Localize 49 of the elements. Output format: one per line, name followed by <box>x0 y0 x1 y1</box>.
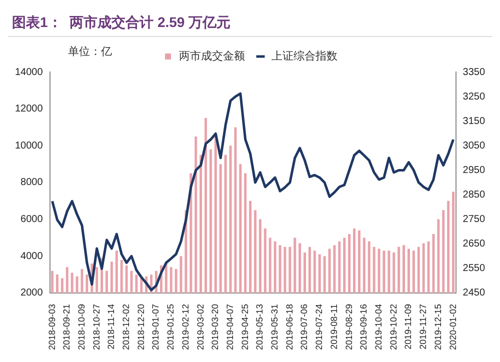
x-tick-label: 2019-05-13 <box>254 304 265 350</box>
x-tick-label: 2019-08-11 <box>328 304 339 350</box>
y2-tick-label: 2750 <box>462 214 486 226</box>
x-tick-label: 2019-01-25 <box>166 304 176 350</box>
y-axis-title: 单位：亿 <box>68 44 112 59</box>
x-tick-label: 2018-10-27 <box>91 304 102 350</box>
y2-tick-label: 2650 <box>462 238 486 250</box>
y-tick-label: 12000 <box>14 104 44 115</box>
x-tick-label: 2018-11-14 <box>106 304 116 350</box>
y2-tick-label: 2450 <box>462 288 486 299</box>
legend-label: 两市成交金额 <box>179 49 245 62</box>
legend-label: 上证综合指数 <box>272 49 338 62</box>
x-tick-label: 2018-12-20 <box>136 304 146 350</box>
x-tick-label: 2019-03-20 <box>210 304 220 350</box>
x-tick-label: 2019-06-18 <box>284 304 294 350</box>
x-tick-label: 2019-07-24 <box>314 304 324 350</box>
x-tick-label: 2019-04-25 <box>240 304 250 350</box>
x-tick-label: 2019-05-31 <box>270 304 280 350</box>
x-tick-label: 2018-10-09 <box>76 304 86 350</box>
x-tick-label: 2019-01-07 <box>150 304 161 350</box>
y-tick-label: 2000 <box>20 288 44 299</box>
y2-tick-label: 3350 <box>462 66 486 78</box>
x-tick-label: 2019-12-15 <box>432 304 443 350</box>
x-tick-label: 2018-09-03 <box>46 304 57 350</box>
x-tick-label: 2019-11-27 <box>418 304 428 350</box>
x-tick-label: 2019-09-16 <box>358 304 369 350</box>
x-tick-label: 2020-01-02 <box>448 304 458 350</box>
y2-tick-label: 2550 <box>462 263 486 274</box>
x-tick-label: 2019-10-04 <box>374 304 384 350</box>
y2-tick-label: 3250 <box>462 91 486 102</box>
y2-tick-label: 3050 <box>462 140 486 152</box>
y-tick-label: 14000 <box>14 66 44 78</box>
chart-title: 图表1： 两市成交合计 2.59 万亿元 <box>8 8 492 37</box>
x-tick-label: 2019-03-02 <box>195 304 206 350</box>
x-tick-label: 2019-07-06 <box>299 304 310 350</box>
x-tick-label: 2018-09-21 <box>62 304 72 350</box>
y2-tick-label: 2950 <box>462 164 486 176</box>
y-tick-label: 4000 <box>20 250 44 262</box>
y-tick-label: 10000 <box>14 140 44 152</box>
x-tick-label: 2019-08-29 <box>344 304 354 350</box>
y-tick-label: 6000 <box>20 214 44 226</box>
x-tick-label: 2019-10-22 <box>388 304 398 350</box>
y-tick-label: 8000 <box>20 177 44 188</box>
x-tick-label: 2018-12-02 <box>121 304 132 350</box>
x-tick-label: 2019-02-12 <box>180 304 190 350</box>
y2-tick-label: 2850 <box>462 190 486 201</box>
x-tick-label: 2019-04-07 <box>224 304 235 350</box>
y2-tick-label: 3150 <box>462 116 486 127</box>
x-tick-label: 2019-11-09 <box>403 304 414 350</box>
